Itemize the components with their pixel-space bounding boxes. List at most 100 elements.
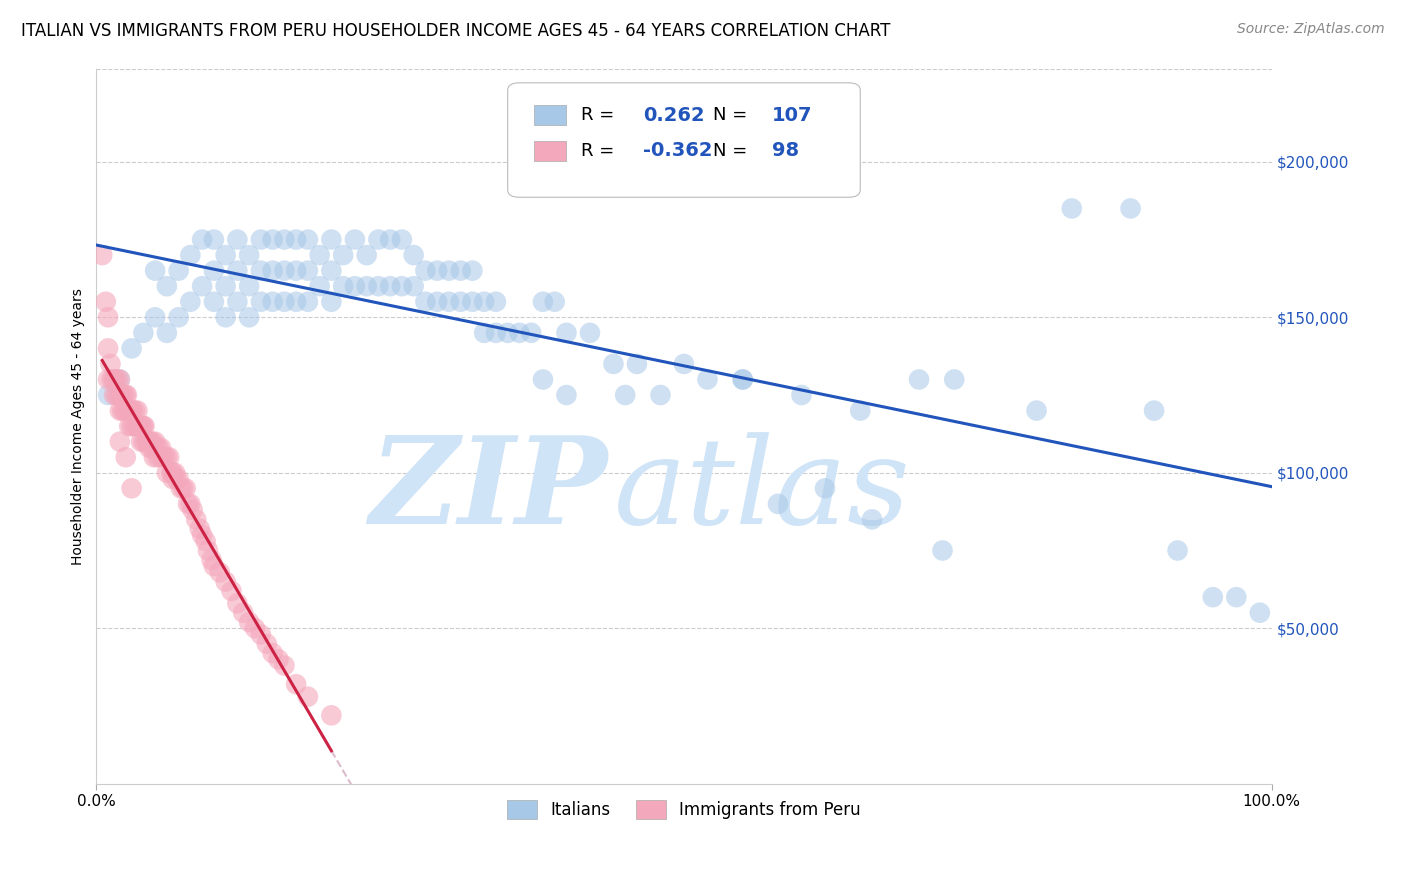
Point <box>343 233 366 247</box>
Point <box>1202 590 1225 604</box>
Point <box>122 419 145 434</box>
Point <box>128 419 150 434</box>
Point <box>214 574 236 589</box>
Legend: Italians, Immigrants from Peru: Italians, Immigrants from Peru <box>501 793 868 825</box>
Point <box>121 403 143 417</box>
Point <box>125 419 148 434</box>
Point <box>402 279 425 293</box>
Point <box>367 279 389 293</box>
Point <box>496 326 519 340</box>
Point <box>531 372 554 386</box>
Point <box>908 372 931 386</box>
Point <box>103 372 125 386</box>
Point <box>121 342 143 356</box>
Point <box>273 294 295 309</box>
Text: N =: N = <box>713 142 754 160</box>
Point <box>214 310 236 325</box>
Point <box>100 357 122 371</box>
Point <box>202 559 225 574</box>
Point <box>108 434 131 449</box>
Point <box>103 388 125 402</box>
Point <box>157 450 180 465</box>
Point <box>127 419 149 434</box>
Point <box>108 403 131 417</box>
Point <box>391 233 413 247</box>
Text: 0.262: 0.262 <box>643 105 704 125</box>
Point <box>321 708 343 723</box>
Point <box>138 434 160 449</box>
Point <box>128 419 150 434</box>
Point <box>267 652 290 666</box>
Text: N =: N = <box>713 106 754 124</box>
Point <box>232 606 254 620</box>
Point <box>321 263 343 277</box>
Point <box>285 294 308 309</box>
Point <box>114 403 136 417</box>
Point <box>297 263 319 277</box>
Point <box>110 388 132 402</box>
Point <box>202 294 225 309</box>
Point <box>165 466 187 480</box>
Point <box>402 248 425 262</box>
Y-axis label: Householder Income Ages 45 - 64 years: Householder Income Ages 45 - 64 years <box>72 288 86 565</box>
Point <box>142 434 165 449</box>
Point <box>221 583 243 598</box>
Point <box>214 279 236 293</box>
Point <box>121 481 143 495</box>
Point <box>426 294 449 309</box>
Point <box>107 372 129 386</box>
Point <box>520 326 543 340</box>
Point <box>262 294 284 309</box>
Point <box>197 543 219 558</box>
Point <box>250 263 273 277</box>
Point <box>297 294 319 309</box>
Point <box>174 481 197 495</box>
Point <box>860 512 883 526</box>
Point <box>121 419 143 434</box>
Point <box>142 450 165 465</box>
Point <box>104 372 127 386</box>
Point <box>297 690 319 704</box>
Point <box>1025 403 1047 417</box>
Point <box>226 233 249 247</box>
Point <box>188 522 211 536</box>
Point <box>321 233 343 247</box>
Point <box>135 434 157 449</box>
Point <box>167 472 190 486</box>
Point <box>121 403 143 417</box>
Point <box>415 294 437 309</box>
Point <box>179 294 201 309</box>
Point <box>150 441 173 455</box>
Point <box>172 481 194 495</box>
Point <box>118 419 141 434</box>
Point <box>250 627 273 641</box>
Point <box>202 263 225 277</box>
Point <box>378 279 401 293</box>
Point <box>437 294 460 309</box>
Point <box>186 512 208 526</box>
Point <box>136 434 159 449</box>
Point <box>626 357 648 371</box>
Point <box>238 248 260 262</box>
Point <box>150 450 173 465</box>
Point <box>461 294 484 309</box>
Point <box>579 326 602 340</box>
FancyBboxPatch shape <box>508 83 860 197</box>
Point <box>391 279 413 293</box>
Point <box>308 279 330 293</box>
Point <box>143 263 166 277</box>
Point <box>94 294 117 309</box>
Point <box>321 294 343 309</box>
Point <box>262 263 284 277</box>
Point <box>1143 403 1166 417</box>
Point <box>531 294 554 309</box>
Point <box>731 372 754 386</box>
Point <box>200 553 222 567</box>
Point <box>485 326 508 340</box>
Point <box>308 248 330 262</box>
Point <box>191 233 214 247</box>
Point <box>849 403 872 417</box>
Point <box>179 497 201 511</box>
Point <box>450 263 472 277</box>
Point <box>162 472 184 486</box>
